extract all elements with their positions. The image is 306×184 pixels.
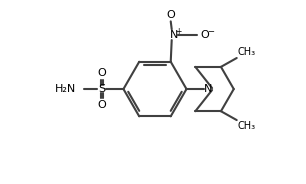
Text: CH₃: CH₃ (238, 121, 256, 131)
Text: O: O (200, 30, 209, 40)
Text: O: O (97, 100, 106, 110)
Text: S: S (98, 84, 105, 94)
Text: O: O (166, 10, 175, 20)
Text: O: O (97, 68, 106, 78)
Text: N: N (204, 84, 212, 94)
Text: H₂N: H₂N (55, 84, 76, 94)
Text: +: + (176, 27, 182, 36)
Text: N: N (170, 30, 178, 40)
Text: CH₃: CH₃ (238, 47, 256, 57)
Text: −: − (207, 27, 214, 36)
